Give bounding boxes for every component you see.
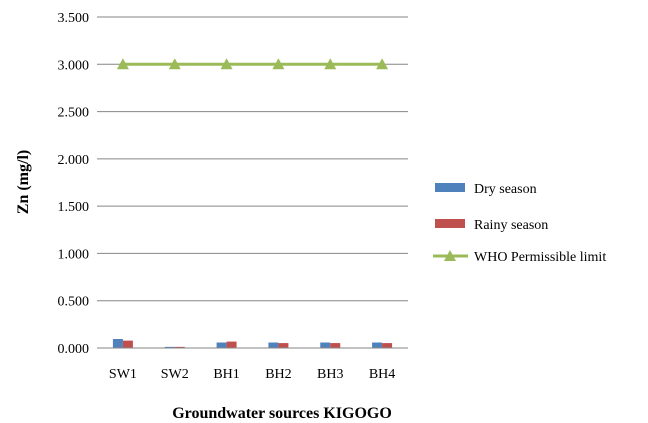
x-tick-label: BH4 bbox=[369, 367, 395, 382]
x-tick-label: BH2 bbox=[265, 367, 291, 382]
bar-dry-season bbox=[268, 342, 279, 348]
y-axis-title: Zn (mg/l) bbox=[15, 150, 32, 214]
legend-swatch bbox=[435, 183, 465, 192]
y-tick-label: 2.500 bbox=[58, 106, 90, 121]
gridlines bbox=[97, 16, 408, 302]
legend-label: WHO Permissible limit bbox=[474, 250, 606, 265]
y-tick-label: 2.000 bbox=[58, 153, 90, 168]
bar-dry-season bbox=[164, 346, 175, 348]
y-tick-label: 0.500 bbox=[58, 295, 90, 310]
x-axis-title: Groundwater sources KIGOGO bbox=[172, 405, 392, 422]
bar-rainy-season bbox=[330, 343, 341, 348]
who-limit-marker bbox=[272, 58, 285, 70]
y-tick-label: 0.000 bbox=[58, 342, 90, 357]
y-tick-label: 3.000 bbox=[58, 58, 90, 73]
x-tick-label: SW2 bbox=[161, 367, 189, 382]
legend-marker bbox=[444, 250, 456, 261]
legend-label: Dry season bbox=[474, 182, 537, 197]
bar-dry-season bbox=[112, 339, 123, 348]
bar-rainy-season bbox=[382, 343, 393, 348]
bar-rainy-season bbox=[278, 343, 289, 348]
legend-swatch bbox=[435, 219, 465, 228]
y-tick-label: 1.000 bbox=[58, 247, 90, 262]
x-tick-label: BH1 bbox=[213, 367, 239, 382]
bar-rainy-season bbox=[174, 346, 185, 348]
who-limit-marker bbox=[376, 58, 389, 70]
who-limit-marker bbox=[220, 58, 233, 70]
legend-label: Rainy season bbox=[474, 218, 548, 233]
bar-rainy-season bbox=[226, 341, 237, 348]
y-tick-label: 3.500 bbox=[58, 11, 90, 26]
x-tick-label: SW1 bbox=[109, 367, 137, 382]
bar-dry-season bbox=[320, 342, 331, 348]
legend: Dry season Rainy season WHO Permissible li… bbox=[433, 182, 606, 265]
x-tick-labels: SW1 SW2 BH1 BH2 BH3 BH4 bbox=[109, 367, 395, 382]
who-limit-marker bbox=[116, 58, 129, 70]
bar-rainy-season bbox=[122, 340, 133, 348]
bar-dry-season bbox=[216, 342, 227, 348]
who-limit-line-group bbox=[116, 58, 389, 70]
who-limit-marker bbox=[168, 58, 181, 70]
x-tick-label: BH3 bbox=[317, 367, 343, 382]
y-tick-labels: 0.000 0.500 1.000 1.500 2.000 2.500 3.000 3.500 bbox=[58, 11, 90, 357]
bars bbox=[112, 339, 393, 348]
who-limit-marker bbox=[324, 58, 337, 70]
y-tick-label: 1.500 bbox=[58, 200, 90, 215]
bar-dry-season bbox=[372, 342, 383, 348]
